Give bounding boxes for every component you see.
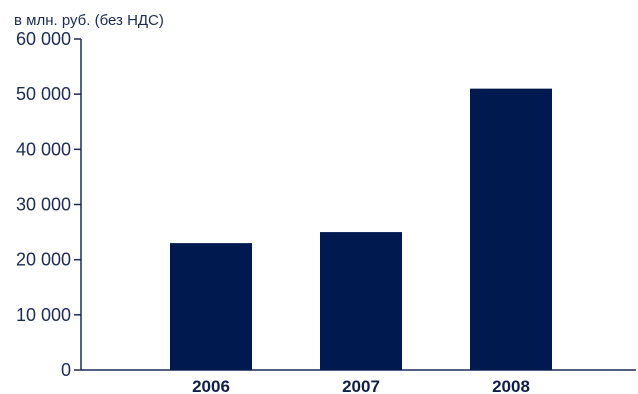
y-tick-label: 60 000 [16, 29, 71, 49]
x-tick-label: 2008 [492, 377, 530, 394]
bar-2006 [170, 243, 252, 370]
x-tick-label: 2006 [192, 377, 230, 394]
y-tick-label: 10 000 [16, 305, 71, 325]
x-tick-label: 2007 [342, 377, 380, 394]
bars [170, 88, 552, 371]
unit-label: в млн. руб. (без НДС) [14, 12, 164, 29]
y-tick-label: 40 000 [16, 139, 71, 159]
y-tick-label: 50 000 [16, 84, 71, 104]
x-tick-labels: 2006 2007 2008 [192, 377, 530, 394]
y-tick-label: 30 000 [16, 195, 71, 215]
y-axis: 0 10 000 20 000 30 000 40 000 50 000 60 000 [16, 29, 82, 380]
bar-2008 [470, 88, 552, 371]
bar-2007 [320, 232, 402, 370]
y-tick-label: 20 000 [16, 250, 71, 270]
y-tick-label: 0 [61, 360, 71, 380]
